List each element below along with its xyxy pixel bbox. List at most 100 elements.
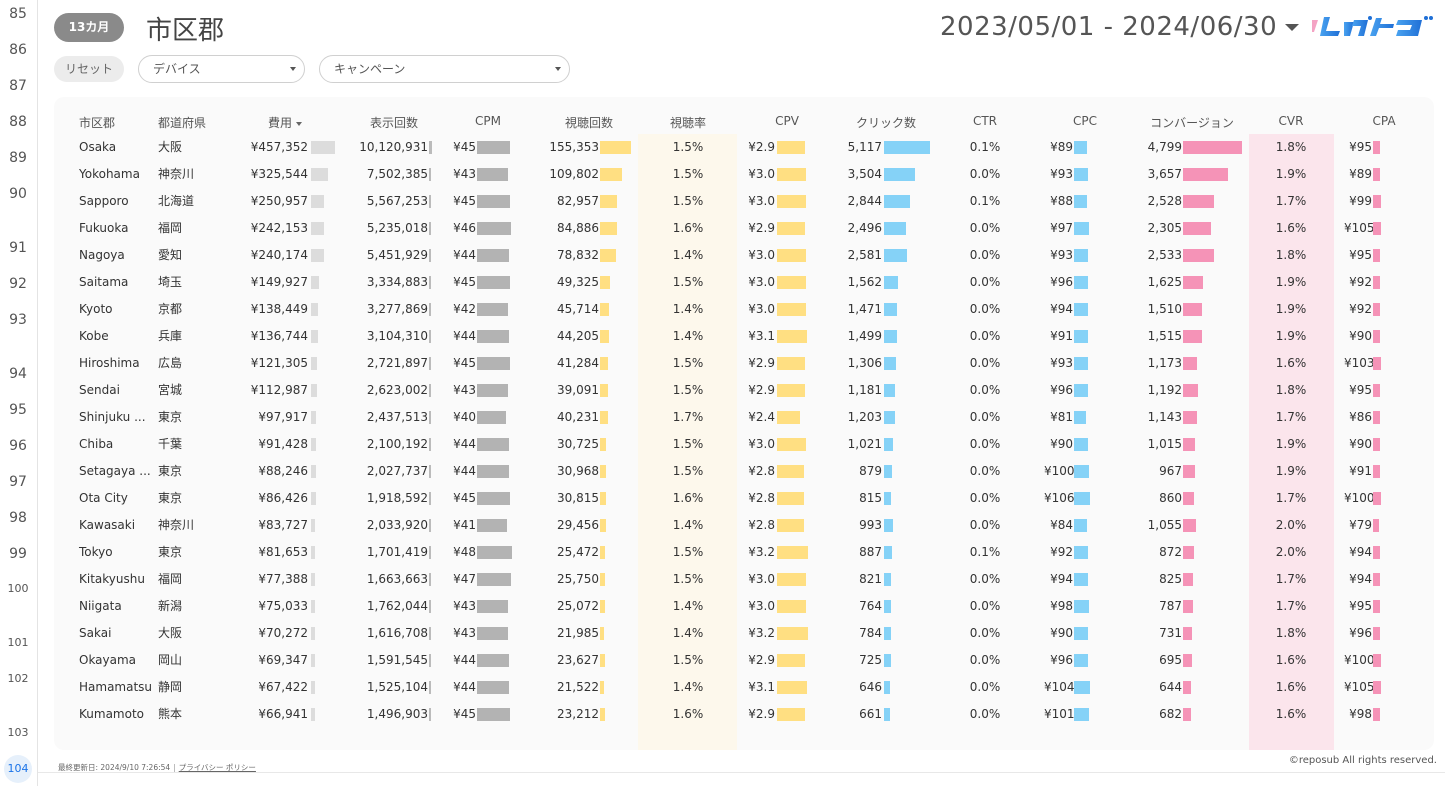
table-row[interactable]: Kitakyushu 福岡 ¥77,388 1,663,663 ¥47 25,750 1.5… xyxy=(54,566,1434,593)
table-row[interactable]: Kyoto 京都 ¥138,449 3,277,869 ¥42 45,714 1.4% ¥3.… xyxy=(54,296,1434,323)
table-row[interactable]: Setagaya ... 東京 ¥88,246 2,027,737 ¥44 30,968 1… xyxy=(54,458,1434,485)
cell-view-rate: 1.4% xyxy=(672,626,704,640)
cell-cpa: ¥94 xyxy=(1349,545,1372,559)
bar-views xyxy=(600,465,606,478)
cell-city: Hamamatsu xyxy=(79,680,153,694)
line-number[interactable]: 89 xyxy=(9,150,27,166)
line-number[interactable]: 100 xyxy=(7,582,29,595)
table-row[interactable]: Chiba 千葉 ¥91,428 2,100,192 ¥44 30,725 1.5% ¥3.0… xyxy=(54,431,1434,458)
table-row[interactable]: Osaka 大阪 ¥457,352 10,120,931 ¥45 155,353 1.5% ¥… xyxy=(54,134,1434,161)
cell-clicks: 993 xyxy=(859,518,882,532)
page-title: 市区郡 xyxy=(146,16,225,46)
table-row[interactable]: Nagoya 愛知 ¥240,174 5,451,929 ¥44 78,832 1.4% ¥3… xyxy=(54,242,1434,269)
line-number[interactable]: 94 xyxy=(9,366,27,382)
column-header-conversions[interactable]: コンバージョン xyxy=(1150,116,1234,130)
table-row[interactable]: Kobe 兵庫 ¥136,744 3,104,310 ¥44 44,205 1.4% ¥3.1… xyxy=(54,323,1434,350)
line-number[interactable]: 85 xyxy=(9,6,27,22)
line-number[interactable]: 99 xyxy=(9,546,27,562)
period-badge[interactable]: 13カ月 xyxy=(54,13,124,42)
line-number[interactable]: 87 xyxy=(9,78,27,94)
column-header-city[interactable]: 市区郡 xyxy=(79,116,116,130)
bar-clicks xyxy=(884,357,896,370)
column-header-cpm[interactable]: CPM xyxy=(475,114,501,128)
cell-view-rate: 1.4% xyxy=(672,599,704,613)
cell-conversions: 1,625 xyxy=(1147,275,1182,289)
device-dropdown[interactable]: デバイス xyxy=(138,55,305,83)
column-header-cpa[interactable]: CPA xyxy=(1372,114,1396,128)
date-range-caret-icon[interactable] xyxy=(1285,24,1299,31)
column-header-view-rate[interactable]: 視聴率 xyxy=(669,116,706,130)
table-row[interactable]: Kawasaki 神奈川 ¥83,727 2,033,920 ¥41 29,456 1.4%… xyxy=(54,512,1434,539)
column-header-cpc[interactable]: CPC xyxy=(1073,114,1097,128)
column-header-cvr[interactable]: CVR xyxy=(1278,114,1304,128)
cell-cpv: ¥3.1 xyxy=(748,329,775,343)
sort-descending-icon[interactable] xyxy=(296,121,303,126)
column-header-clicks[interactable]: クリック数 xyxy=(855,116,916,130)
line-number[interactable]: 104 xyxy=(4,755,32,783)
line-number[interactable]: 92 xyxy=(9,276,27,292)
table-row[interactable]: Tokyo 東京 ¥81,653 1,701,419 ¥48 25,472 1.5% ¥3.2… xyxy=(54,539,1434,566)
table-row[interactable]: Sapporo 北海道 ¥250,957 5,567,253 ¥45 82,957 1.5%… xyxy=(54,188,1434,215)
cell-cpc: ¥100 xyxy=(1044,464,1075,478)
table-row[interactable]: Yokohama 神奈川 ¥325,544 7,502,385 ¥43 109,802 1.… xyxy=(54,161,1434,188)
line-number[interactable]: 96 xyxy=(9,438,27,454)
line-number[interactable]: 103 xyxy=(7,726,29,739)
table-row[interactable]: Hiroshima 広島 ¥121,305 2,721,897 ¥45 41,284 1.5… xyxy=(54,350,1434,377)
table-row[interactable]: Saitama 埼玉 ¥149,927 3,334,883 ¥45 49,325 1.5% ¥… xyxy=(54,269,1434,296)
line-number[interactable]: 98 xyxy=(9,510,27,526)
bar-conversions xyxy=(1183,249,1214,262)
cell-ctr: 0.0% xyxy=(969,626,1001,640)
table-row[interactable]: Fukuoka 福岡 ¥242,153 5,235,018 ¥46 84,886 1.6% ¥… xyxy=(54,215,1434,242)
cell-cpa: ¥94 xyxy=(1349,572,1372,586)
cell-pref: 岡山 xyxy=(158,653,183,667)
table-row[interactable]: Okayama 岡山 ¥69,347 1,591,545 ¥44 23,627 1.5% ¥2… xyxy=(54,647,1434,674)
column-header-cost[interactable]: 費用 xyxy=(268,114,303,131)
bar-cpc xyxy=(1074,222,1089,235)
cell-pref: 東京 xyxy=(158,464,183,478)
line-number[interactable]: 90 xyxy=(9,186,27,202)
table-row[interactable]: Hamamatsu 静岡 ¥67,422 1,525,104 ¥44 21,522 1.4%… xyxy=(54,674,1434,701)
column-header-views[interactable]: 視聴回数 xyxy=(564,116,613,130)
table-row[interactable]: Ota City 東京 ¥86,426 1,918,592 ¥45 30,815 1.6% ¥… xyxy=(54,485,1434,512)
cell-pref: 東京 xyxy=(158,410,183,424)
cell-cpv: ¥3.0 xyxy=(748,572,775,586)
bar-cpm xyxy=(477,249,509,262)
privacy-policy-link[interactable]: プライバシー ポリシー xyxy=(178,763,256,772)
table-row[interactable]: Kumamoto 熊本 ¥66,941 1,496,903 ¥45 23,212 1.6% ¥… xyxy=(54,701,1434,728)
date-range-picker[interactable]: 2023/05/01 - 2024/06/30 xyxy=(940,12,1278,42)
reset-button[interactable]: リセット xyxy=(54,56,124,82)
bar-cpa xyxy=(1373,411,1380,424)
line-number[interactable]: 95 xyxy=(9,402,27,418)
line-number[interactable]: 93 xyxy=(9,312,27,328)
cell-clicks: 1,499 xyxy=(847,329,882,343)
line-number[interactable]: 101 xyxy=(7,636,29,649)
line-number[interactable]: 102 xyxy=(7,672,29,685)
bar-cpm xyxy=(477,465,509,478)
cell-clicks: 1,181 xyxy=(847,383,882,397)
column-header-prefecture[interactable]: 都道府県 xyxy=(158,116,207,130)
column-header-ctr[interactable]: CTR xyxy=(972,114,998,128)
table-row[interactable]: Sendai 宮城 ¥112,987 2,623,002 ¥43 39,091 1.5% ¥2… xyxy=(54,377,1434,404)
table-row[interactable]: Niigata 新潟 ¥75,033 1,762,044 ¥43 25,072 1.4% ¥3… xyxy=(54,593,1434,620)
line-number[interactable]: 88 xyxy=(9,114,27,130)
bar-cpa xyxy=(1373,681,1381,694)
bar-cpc xyxy=(1074,438,1088,451)
column-header-impressions[interactable]: 表示回数 xyxy=(369,116,418,130)
column-header-cpv[interactable]: CPV xyxy=(775,114,799,128)
line-number[interactable]: 91 xyxy=(9,240,27,256)
bar-cpa xyxy=(1373,627,1380,640)
bar-cpc xyxy=(1074,168,1088,181)
table-row[interactable]: Sakai 大阪 ¥70,272 1,616,708 ¥43 21,985 1.4% ¥3.2… xyxy=(54,620,1434,647)
city-performance-table: 市区郡 都道府県 費用 表示回数 CPM 視聴回数 視聴率 CPV クリック数 … xyxy=(54,97,1434,750)
cell-cpm: ¥45 xyxy=(453,356,476,370)
bar-clicks xyxy=(884,546,892,559)
line-number[interactable]: 97 xyxy=(9,474,27,490)
line-number[interactable]: 86 xyxy=(9,42,27,58)
cell-view-rate: 1.5% xyxy=(672,653,704,667)
campaign-dropdown[interactable]: キャンペーン xyxy=(319,55,570,83)
cell-cvr: 1.7% xyxy=(1275,410,1307,424)
bar-cpc xyxy=(1074,249,1088,262)
table-row[interactable]: Shinjuku ... 東京 ¥97,917 2,437,513 ¥40 40,231 1… xyxy=(54,404,1434,431)
cell-conversions: 682 xyxy=(1159,707,1182,721)
cell-cvr: 1.7% xyxy=(1275,194,1307,208)
